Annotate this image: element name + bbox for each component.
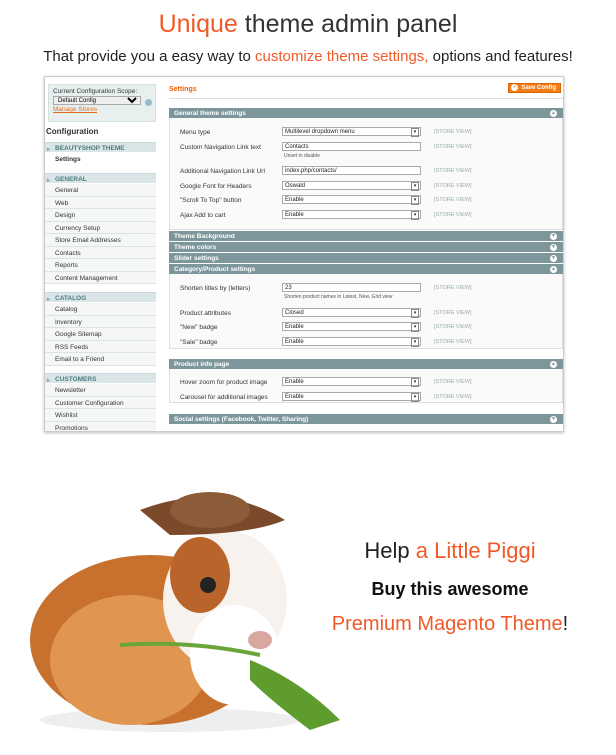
select-field[interactable]: Enable [282, 392, 421, 402]
promo-line-2: Buy this awesome [371, 579, 529, 599]
scope-tag: [STORE VIEW] [434, 339, 472, 345]
section-header[interactable]: General theme settings ▲ [169, 108, 563, 118]
sidebar-item[interactable]: Settings [45, 153, 156, 166]
expand-icon[interactable]: ▼ [550, 243, 557, 251]
scope-tag: [STORE VIEW] [434, 197, 472, 203]
promo-line-3: Premium Magento Theme! [331, 613, 569, 635]
subheadline: That provide you a easy way to customize… [43, 48, 573, 65]
sidebar-item[interactable]: Catalog [45, 303, 156, 316]
main-content: Settings Save Config General theme setti… [163, 77, 563, 431]
scope-tag: [STORE VIEW] [434, 394, 472, 400]
sidebar-item[interactable]: Customer Configuration [45, 396, 156, 409]
section-header[interactable]: Product info page ▲ [169, 359, 563, 369]
select-field[interactable]: Oswald [282, 181, 421, 191]
collapse-icon[interactable]: ▲ [550, 360, 557, 368]
scope-tag: [STORE VIEW] [434, 212, 472, 218]
scope-tag: [STORE VIEW] [434, 144, 472, 150]
sidebar-item[interactable]: General [45, 184, 156, 197]
scope-switcher: Current Configuration Scope: Default Con… [48, 84, 156, 122]
sidebar-item[interactable]: Design [45, 209, 156, 222]
sidebar-item[interactable]: Contacts [45, 246, 156, 259]
scope-tag: [STORE VIEW] [434, 379, 472, 385]
scope-tag: [STORE VIEW] [434, 168, 472, 174]
select-field[interactable]: Enable [282, 337, 421, 347]
section-header[interactable]: Social settings (Facebook, Twitter, Shar… [169, 414, 563, 424]
sidebar-group[interactable]: CUSTOMERS [45, 373, 156, 384]
help-icon[interactable] [145, 99, 152, 106]
collapse-icon[interactable]: ▲ [550, 265, 557, 273]
expand-icon[interactable]: ▼ [550, 254, 557, 262]
sidebar-item[interactable]: RSS Feeds [45, 340, 156, 353]
select-field[interactable]: Enable [282, 322, 421, 332]
text-field[interactable]: index.php/contacts/ [282, 166, 421, 175]
expand-icon[interactable]: ▼ [550, 415, 557, 423]
section-header[interactable]: Slider settings ▼ [169, 253, 563, 263]
scope-tag: [STORE VIEW] [434, 324, 472, 330]
configuration-heading: Configuration [46, 127, 99, 136]
divider [169, 98, 563, 99]
manage-stores-link[interactable]: Manage Stores [53, 106, 98, 113]
sidebar-group[interactable]: GENERAL [45, 173, 156, 184]
page-title: Settings [169, 86, 197, 93]
admin-panel-screenshot: Current Configuration Scope: Default Con… [44, 76, 564, 432]
scope-tag: [STORE VIEW] [434, 183, 472, 189]
sidebar-item[interactable]: Reports [45, 259, 156, 272]
section-body: Shorten titles by (letters) 23 Shorten pro… [169, 274, 563, 349]
scope-tag: [STORE VIEW] [434, 310, 472, 316]
sidebar-item[interactable]: Promotions [45, 421, 156, 431]
expand-icon[interactable]: ▼ [550, 232, 557, 240]
sidebar-group[interactable]: BEAUTYSHOP THEME [45, 142, 156, 153]
sidebar-item[interactable]: Google Sitemap [45, 328, 156, 341]
guinea-pig-image [30, 492, 340, 732]
scope-tag: [STORE VIEW] [434, 285, 472, 291]
select-field[interactable]: Enable [282, 210, 421, 220]
sidebar-item[interactable]: Store Email Addresses [45, 234, 156, 247]
save-config-button[interactable]: Save Config [508, 83, 561, 93]
select-field[interactable]: Enable [282, 377, 421, 387]
sidebar: Current Configuration Scope: Default Con… [45, 77, 156, 431]
scope-tag: [STORE VIEW] [434, 129, 472, 135]
sidebar-item[interactable]: Web [45, 196, 156, 209]
headline: Unique theme admin panel [158, 10, 458, 38]
text-field[interactable]: Contacts [282, 142, 421, 151]
section-header[interactable]: Theme Background ▼ [169, 231, 563, 241]
section-header[interactable]: Category/Product settings ▲ [169, 264, 563, 274]
text-field[interactable]: 23 [282, 283, 421, 292]
sidebar-item[interactable]: Newsletter [45, 384, 156, 397]
section-body: Hover zoom for product imageEnable[STORE… [169, 369, 563, 403]
promo-line-1: Help a Little Piggi [364, 538, 536, 563]
field-note: Unset to disable [284, 153, 320, 159]
select-field[interactable]: Enable [282, 195, 421, 205]
sidebar-item[interactable]: Currency Setup [45, 221, 156, 234]
sidebar-item[interactable]: Inventory [45, 315, 156, 328]
sidebar-item[interactable]: Email to a Friend [45, 353, 156, 366]
field-note: Shorten product names in Latest, New, Gr… [284, 294, 393, 300]
sidebar-item[interactable]: Content Management [45, 271, 156, 284]
select-field[interactable]: Multilevel dropdown menu [282, 127, 421, 137]
sidebar-item[interactable]: Wishlist [45, 409, 156, 422]
select-field[interactable]: Closed [282, 308, 421, 318]
section-header[interactable]: Theme colors ▼ [169, 242, 563, 252]
scope-select[interactable]: Default Config [53, 96, 141, 105]
sidebar-group[interactable]: CATALOG [45, 292, 156, 303]
collapse-icon[interactable]: ▲ [550, 109, 557, 117]
